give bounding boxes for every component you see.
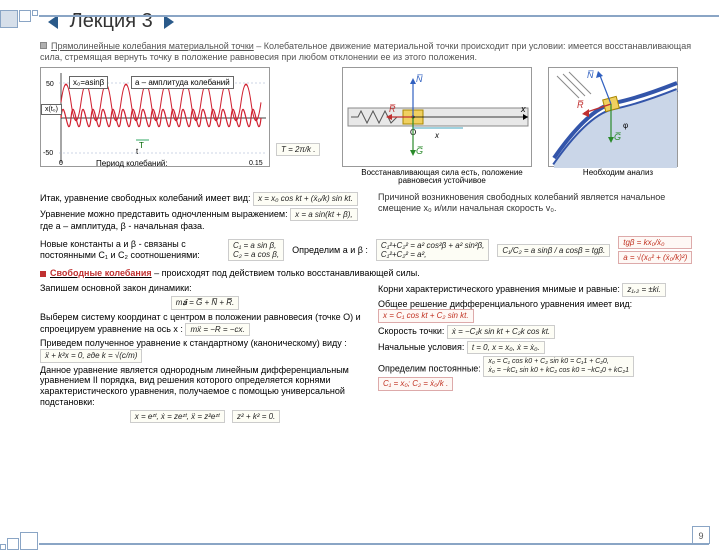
- bot-eqr3: ẋ = −C₁k sin kt + C₂k cos kt.: [447, 325, 555, 339]
- bot-eq4b: z² + k² = 0.: [232, 410, 280, 423]
- bot-eq2: mẍ = −R = −cx.: [185, 323, 249, 337]
- bot-l1: Запишем основной закон динамики:: [40, 283, 192, 293]
- bot-eqr4: t = 0, x = x₀, ẋ = ẋ₀.: [467, 341, 545, 355]
- mid-l2: Уравнение можно представить одночленным …: [40, 209, 288, 219]
- svg-text:N̅: N̅: [416, 74, 423, 84]
- bot-head: Свободные колебания: [50, 268, 152, 278]
- lbl-x0: x₀=asinβ: [69, 76, 108, 89]
- bot-l3: Приведем полученное уравнение к стандарт…: [40, 338, 347, 348]
- eq-C: C₁ = a sin β, C₂ = a cos β,: [228, 239, 284, 261]
- bot-r3: Скорость точки:: [378, 326, 444, 336]
- mid-r1: Причиной возникновения свободных колебан…: [378, 192, 708, 214]
- mid-l5: Определим a и β :: [292, 245, 368, 255]
- eq-period: T = 2π/k .: [276, 143, 320, 156]
- bot-eqr2: x = C₁ cos kt + C₂ sin kt.: [378, 309, 474, 323]
- svg-text:T: T: [139, 141, 144, 150]
- svg-text:N̅: N̅: [587, 70, 594, 80]
- svg-text:R̅: R̅: [577, 100, 584, 110]
- bot-eqr1: z₁,₂ = ±ki.: [622, 283, 665, 297]
- intro: Прямолинейные колебания материальной точ…: [40, 41, 708, 63]
- svg-text:x: x: [520, 104, 526, 114]
- svg-text:50: 50: [46, 81, 54, 88]
- eq-red2: a = √(x₀² + (ẋ₀/k)²): [618, 251, 692, 264]
- bot-r5: Определим постоянные:: [378, 364, 481, 374]
- bot-r4: Начальные условия:: [378, 342, 464, 352]
- svg-text:-50: -50: [43, 150, 53, 157]
- svg-text:φ: φ: [623, 121, 628, 130]
- bot-eqr6: C₁ = x₀; C₂ = ẋ₀/k .: [378, 377, 453, 391]
- mid-l1: Итак, уравнение свободных колебаний имее…: [40, 193, 251, 203]
- spring-diagram: O x N̅ R̅ G̅ x: [342, 67, 532, 167]
- bot-eq4a: x = eᶻᵗ, ẋ = zeᶻᵗ, ẍ = z²eᶻᵗ: [130, 410, 225, 423]
- svg-text:G̅: G̅: [614, 132, 621, 142]
- eq-sin: x = a sin(kt + β),: [290, 208, 357, 222]
- svg-text:x: x: [434, 131, 440, 140]
- svg-text:R̅: R̅: [389, 104, 396, 114]
- lbl-a: a – амплитуда колебаний: [131, 76, 234, 89]
- svg-text:0.15: 0.15: [249, 160, 263, 167]
- mid-l4: Новые константы a и β - связаны с постоя…: [40, 239, 220, 261]
- svg-text:0: 0: [59, 160, 63, 167]
- eq-tg: C₁/C₂ = a sinβ / a cosβ = tgβ.: [497, 244, 610, 257]
- phys-caption: Восстанавливающая сила есть, положение р…: [342, 169, 542, 187]
- eq-free: x = x₀ cos kt + (ẋ₀/k) sin kt.: [253, 192, 358, 206]
- eq-AB: C₁²+C₂² = a² cos²β + a² sin²β, C₁²+C₂² =…: [376, 239, 489, 261]
- wave-plot: 50 -50 0 0.15 T x₀=asinβ a – амплитуда к…: [40, 67, 270, 167]
- bot-r1: Корни характеристического уравнения мним…: [378, 284, 620, 294]
- svg-text:G̅: G̅: [416, 146, 423, 156]
- bot-r2: Общее решение дифференциального уравнени…: [378, 299, 632, 309]
- curve-diagram: N̅ R̅ G̅ φ: [548, 67, 678, 167]
- curve-caption: Необходим анализ: [548, 169, 688, 178]
- bot-eq3: ẍ + k²x = 0, где k = √(c/m): [40, 349, 142, 363]
- lbl-xt0: x(t₀): [41, 104, 62, 115]
- eq-red1: tgβ = kx₀/ẋ₀: [618, 236, 692, 249]
- bot-eq1: m𝐚̄ = G̅ + N̅ + R̅.: [171, 296, 240, 310]
- bot-l4: Данное уравнение является однородным лин…: [40, 365, 370, 408]
- bot-eqr5: x₀ = C₁ cos k0 + C₂ sin k0 = C₁1 + C₂0, …: [483, 356, 634, 377]
